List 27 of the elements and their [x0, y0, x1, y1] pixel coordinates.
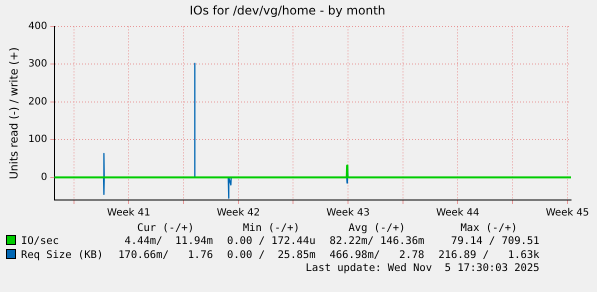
text: 79.14 / 709.51	[450, 234, 540, 248]
text: 466.98m/ 2.78	[328, 248, 424, 262]
x-tick-label: Week 43	[326, 208, 370, 219]
text: Cur (-/+)	[136, 222, 196, 234]
y-axis-title: Units read (-) / write (+)	[7, 47, 20, 180]
text: Last update: Wed Nov 5 17:30:03 2025	[304, 262, 540, 274]
x-tick-label: Week 42	[216, 208, 260, 219]
legend-label: IO/sec	[20, 234, 60, 248]
text: 0.00 / 25.85m	[226, 248, 316, 262]
y-tick-label: 200	[28, 96, 48, 108]
legend-label: Req Size (KB)	[20, 248, 104, 262]
text: Min (-/+)	[242, 222, 301, 234]
text: Avg (-/+)	[347, 222, 406, 234]
text: 0.00 / 172.44u	[226, 234, 316, 248]
x-tick-label: Week 41	[107, 208, 150, 219]
text: 82.22m/ 146.36m	[328, 234, 424, 248]
y-tick-label: 0	[40, 172, 48, 183]
x-tick-label: Week 45	[546, 208, 590, 219]
y-tick-label: 100	[28, 134, 48, 146]
text: Max (-/+)	[459, 222, 518, 234]
y-tick-label: 300	[28, 58, 48, 70]
chart-title: IOs for /dev/vg/home - by month	[190, 3, 386, 18]
text: 4.44m/ 11.94m	[124, 234, 214, 248]
text: 216.89 / 1.63k	[437, 248, 540, 262]
y-tick-label: 400	[28, 20, 48, 32]
text: 170.66m/ 1.76	[117, 248, 214, 262]
x-tick-label: Week 44	[436, 208, 480, 219]
